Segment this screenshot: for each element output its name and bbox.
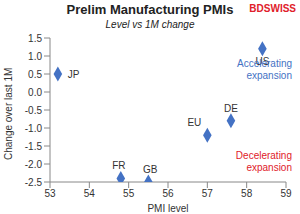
- svg-text:JP: JP: [68, 69, 80, 80]
- svg-text:54: 54: [84, 188, 96, 199]
- svg-text:Change over last 1M: Change over last 1M: [8, 68, 14, 160]
- html-text:BDSWISS: BDSWISS: [249, 3, 296, 14]
- html-text:Decelerating expansion: Decelerating expansion: [235, 150, 292, 173]
- svg-text:56: 56: [162, 188, 174, 199]
- svg-text:PMI level: PMI level: [147, 203, 188, 214]
- svg-text:-2.0: -2.0: [25, 159, 43, 170]
- svg-text:57: 57: [202, 188, 214, 199]
- svg-text:59: 59: [280, 188, 292, 199]
- svg-text:58: 58: [241, 188, 253, 199]
- svg-text:GB: GB: [143, 164, 158, 175]
- svg-text:-2.5: -2.5: [25, 177, 43, 188]
- html-text:Level vs 1M change: Level vs 1M change: [105, 19, 195, 30]
- svg-text:FR: FR: [112, 160, 125, 171]
- svg-text:53: 53: [44, 188, 56, 199]
- svg-text:EU: EU: [187, 117, 201, 128]
- svg-text:-1.5: -1.5: [25, 141, 43, 152]
- html-text:Accelerating expansion: Accelerating expansion: [237, 58, 292, 81]
- svg-text:1.5: 1.5: [28, 33, 42, 44]
- html-text:Prelim Manufacturing PMIs: Prelim Manufacturing PMIs: [66, 2, 234, 17]
- svg-text:0.0: 0.0: [28, 87, 42, 98]
- svg-text:0.5: 0.5: [28, 69, 42, 80]
- svg-text:DE: DE: [224, 103, 238, 114]
- svg-text:-0.5: -0.5: [25, 105, 43, 116]
- svg-text:1.0: 1.0: [28, 51, 42, 62]
- svg-text:-1.0: -1.0: [25, 123, 43, 134]
- svg-text:55: 55: [123, 188, 135, 199]
